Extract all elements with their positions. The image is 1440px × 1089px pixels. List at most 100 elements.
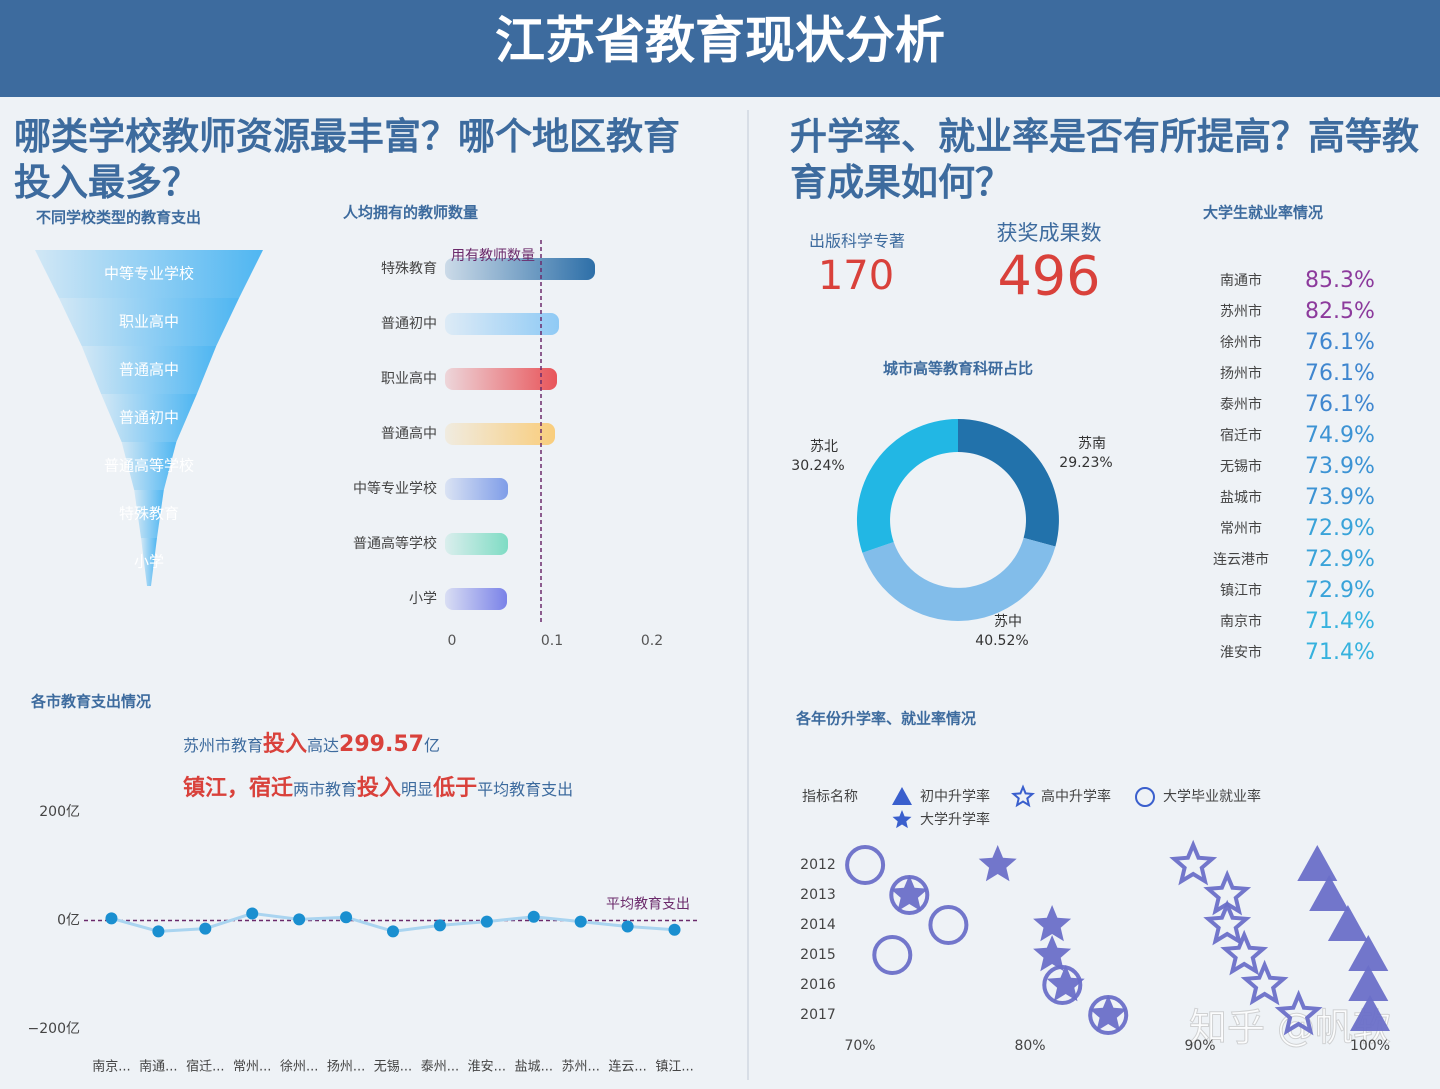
section-heading: 哪类学校教师资源最丰富？哪个地区教育投入最多？ [14, 115, 680, 204]
row-value: 74.9% [1305, 423, 1375, 448]
marker-triangle [1348, 965, 1389, 1001]
x-tick-label: 无锡... [374, 1060, 412, 1075]
x-tick-label: 南京... [92, 1059, 130, 1075]
x-tick-label: 徐州... [280, 1060, 318, 1075]
reference-label: 平均教育支出 [606, 897, 690, 913]
row-label: 苏州市 [1220, 303, 1262, 320]
row-label: 泰州市 [1220, 396, 1262, 413]
y-tick-label: 小学 [409, 591, 437, 607]
kpi-label: 获奖成果数 [997, 221, 1102, 245]
point [574, 915, 587, 928]
annotation-text: 明显 [401, 780, 434, 799]
marker-circle [1135, 787, 1155, 807]
x-tick-label: 100% [1350, 1038, 1390, 1054]
chart-title: 不同学校类型的教育支出 [36, 209, 201, 227]
marker-star [1033, 905, 1072, 942]
point [387, 925, 399, 938]
row-value: 72.9% [1305, 547, 1375, 572]
funnel-segment [134, 490, 164, 538]
marker-star [892, 810, 912, 829]
marker-star [978, 845, 1017, 882]
row-label: 徐州市 [1220, 334, 1262, 351]
x-tick-label: 南通... [139, 1059, 177, 1075]
annotation-emphasis: 299.57 [339, 732, 424, 757]
point [668, 923, 681, 936]
slice-value: 29.23% [1059, 455, 1112, 471]
y-tick-label: 2013 [800, 887, 836, 903]
annotation-emphasis: 投入 [357, 776, 402, 801]
section-heading: 升学率、就业率是否有所提高？高等教育成果如何？ [790, 115, 1419, 204]
marker-triangle [1348, 935, 1389, 971]
y-tick-label: 中等专业学校 [353, 480, 437, 497]
bar [445, 368, 557, 390]
point [340, 911, 353, 924]
marker-triangle [1350, 995, 1390, 1031]
row-label: 盐城市 [1220, 489, 1262, 506]
y-tick-label: 2016 [800, 977, 836, 993]
x-tick-label: 淮安... [468, 1060, 506, 1075]
marker-star [1089, 995, 1128, 1032]
legend-label: 大学升学率 [920, 811, 990, 828]
point [433, 919, 446, 932]
bar [445, 423, 555, 445]
slice-label: 苏中 [994, 614, 1022, 630]
x-tick-label: 80% [1014, 1038, 1045, 1054]
y-tick-label: 普通高中 [381, 425, 437, 442]
marker-circle [845, 845, 886, 885]
marker-circle [928, 905, 969, 945]
bar [445, 313, 559, 335]
annotation: 苏州市教育投入高达299.57亿 [183, 726, 440, 758]
y-tick-label: 2012 [800, 857, 836, 873]
legend-label: 初中升学率 [920, 788, 990, 805]
x-tick-label: 镇江... [655, 1060, 693, 1075]
y-tick-label: 2014 [800, 917, 836, 933]
header-bar [0, 0, 1440, 97]
y-tick-label: 2015 [800, 947, 836, 963]
row-value: 73.9% [1305, 454, 1375, 479]
row-label: 南通市 [1220, 272, 1262, 289]
page-title: 江苏省教育现状分析 [495, 12, 945, 70]
y-tick-label: 特殊教育 [381, 261, 437, 277]
annotation-text: 亿 [423, 736, 440, 755]
row-label: 常州市 [1220, 520, 1262, 537]
funnel-label: 普通高等学校 [104, 457, 194, 475]
row-value: 72.9% [1305, 578, 1375, 603]
funnel-label: 普通初中 [119, 409, 179, 427]
row-value: 72.9% [1305, 516, 1375, 541]
funnel-segment [35, 250, 263, 298]
marker-star [890, 875, 929, 912]
point [621, 920, 634, 933]
x-tick-label: 苏州... [561, 1059, 599, 1075]
annotation-emphasis: 低于 [433, 776, 478, 801]
chart-title: 各市教育支出情况 [30, 693, 151, 711]
row-value: 73.9% [1305, 485, 1375, 510]
row-label: 镇江市 [1220, 582, 1262, 599]
marker-star [1220, 929, 1269, 976]
x-tick-label: 连云... [608, 1059, 646, 1075]
chart-title: 各年份升学率、就业率情况 [795, 710, 976, 728]
annotation-text: 高达 [307, 736, 340, 755]
funnel-segment [81, 346, 217, 394]
chart-title: 大学生就业率情况 [1203, 204, 1323, 222]
slice-label: 苏南 [1078, 436, 1106, 452]
row-value: 71.4% [1305, 609, 1375, 634]
x-tick-label: 常州... [233, 1060, 271, 1075]
point [246, 907, 259, 920]
y-tick-label: 普通高等学校 [353, 535, 437, 552]
annotation-text: 苏州市教育 [183, 736, 264, 755]
x-tick-label: 0.2 [641, 633, 663, 649]
slice-value: 30.24% [791, 458, 844, 474]
x-tick-label: 70% [844, 1038, 875, 1054]
donut-slice [862, 537, 1056, 621]
bar [445, 588, 507, 610]
marker-star [1274, 989, 1323, 1036]
marker-star [1240, 959, 1289, 1006]
legend-title: 指标名称 [802, 789, 858, 805]
funnel-segment [101, 394, 197, 442]
bar [445, 533, 508, 555]
annotation-emphasis: 投入 [263, 732, 308, 757]
row-label: 南京市 [1220, 613, 1262, 630]
legend-label: 大学毕业就业率 [1163, 788, 1261, 805]
marker-triangle [892, 787, 912, 805]
